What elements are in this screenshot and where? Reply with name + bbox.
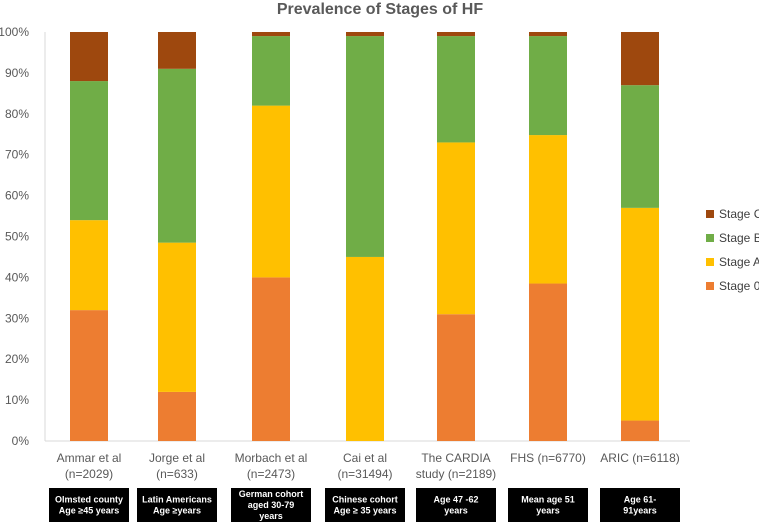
y-tick-label: 20% (5, 352, 29, 366)
chart-title: Prevalence of Stages of HF (277, 1, 484, 18)
x-category-label: The CARDIA (421, 451, 490, 465)
y-tick-label: 80% (5, 107, 29, 121)
category-description-text: Age ≥years (153, 506, 201, 516)
bar-segment-stage-b (621, 85, 659, 208)
x-category-label-line2: (n=2473) (247, 467, 295, 481)
bar-segment-stage-b (529, 36, 567, 136)
bar-segment-stage-c (621, 32, 659, 86)
x-category-label-line2: (n=2029) (65, 467, 113, 481)
legend: Stage C Stage B Stage A Stage 0 (706, 207, 759, 293)
bar-segment-stage-a (529, 135, 567, 284)
category-description-text: Age 47 -62 (433, 495, 478, 505)
category-description-text: years (259, 511, 283, 521)
bar-segment-stage-a (346, 256, 384, 441)
y-tick-label: 90% (5, 66, 29, 80)
bar-segment-stage-b (70, 81, 108, 221)
bar-segment-stage-a (70, 220, 108, 311)
bar-segment-stage-c (346, 32, 384, 37)
category-description-text: German cohort (239, 489, 304, 499)
y-tick-labels: 0% 10% 20% 30% 40% 50% 60% 70% 80% 90% 100% (0, 25, 29, 448)
category-description-text: Mean age 51 (521, 495, 575, 505)
x-category-label-line2: (n=633) (156, 467, 198, 481)
category-description-text: Age 61- (624, 495, 657, 505)
y-tick-label: 40% (5, 270, 29, 284)
category-description-text: Age ≥ 35 years (334, 506, 397, 516)
x-category-label: ARIC (n=6118) (600, 451, 679, 465)
y-tick-label: 10% (5, 393, 29, 407)
bar-segment-stage-0 (437, 314, 475, 441)
category-description-box (49, 488, 129, 522)
bar-segment-stage-a (621, 207, 659, 421)
bar-segment-stage-b (158, 68, 196, 243)
bar-segment-stage-c (158, 32, 196, 69)
category-description-box (137, 488, 217, 522)
y-tick-label: 0% (12, 434, 30, 448)
legend-label: Stage B (719, 231, 759, 245)
bar-segment-stage-c (529, 32, 567, 37)
category-description-text: Chinese cohort (332, 495, 398, 505)
legend-swatch (706, 258, 714, 266)
y-tick-label: 70% (5, 148, 29, 162)
bar-segment-stage-c (252, 32, 290, 37)
x-category-label: Morbach et al (235, 451, 308, 465)
bar-segment-stage-a (158, 242, 196, 392)
legend-label: Stage C (719, 207, 759, 221)
bar-segment-stage-b (252, 36, 290, 106)
x-category-label: Cai et al (343, 451, 387, 465)
y-tick-label: 60% (5, 189, 29, 203)
category-description-text: aged 30-79 (248, 500, 295, 510)
bar-segment-stage-0 (158, 391, 196, 441)
category-description-text: years (536, 506, 560, 516)
x-category-label-line2: (n=31494) (337, 467, 392, 481)
x-category-labels: Ammar et al (n=2029) Jorge et al (n=633) Mor… (57, 451, 680, 481)
bar-segment-stage-a (437, 142, 475, 315)
category-description-text: Latin Americans (142, 495, 212, 505)
x-category-label: Jorge et al (149, 451, 205, 465)
x-category-label: Ammar et al (57, 451, 122, 465)
bar-segment-stage-0 (529, 283, 567, 441)
y-tick-label: 50% (5, 230, 29, 244)
bar-segment-stage-b (346, 36, 384, 257)
bar-segment-stage-0 (621, 420, 659, 441)
legend-swatch (706, 282, 714, 290)
bar-segment-stage-0 (70, 310, 108, 441)
bar-segment-stage-0 (252, 277, 290, 441)
category-description-text: Age ≥45 years (59, 506, 119, 516)
category-description-text: years (444, 506, 468, 516)
y-tick-label: 30% (5, 311, 29, 325)
legend-swatch (706, 234, 714, 242)
category-description-text: Olmsted county (55, 495, 123, 505)
legend-label: Stage A (719, 255, 759, 269)
bars (70, 32, 659, 441)
legend-swatch (706, 210, 714, 218)
legend-label: Stage 0 (719, 279, 759, 293)
x-category-label: FHS (n=6770) (510, 451, 586, 465)
category-description-box (325, 488, 405, 522)
category-description-box (600, 488, 680, 522)
x-category-label-line2: study (n=2189) (416, 467, 496, 481)
category-description-box (231, 488, 311, 522)
bar-segment-stage-b (437, 36, 475, 143)
category-description-text: 91years (623, 506, 657, 516)
bar-segment-stage-c (437, 32, 475, 37)
category-description-box (508, 488, 588, 522)
category-description-box (416, 488, 496, 522)
bar-segment-stage-c (70, 32, 108, 82)
bar-segment-stage-a (252, 105, 290, 278)
y-tick-label: 100% (0, 25, 29, 39)
